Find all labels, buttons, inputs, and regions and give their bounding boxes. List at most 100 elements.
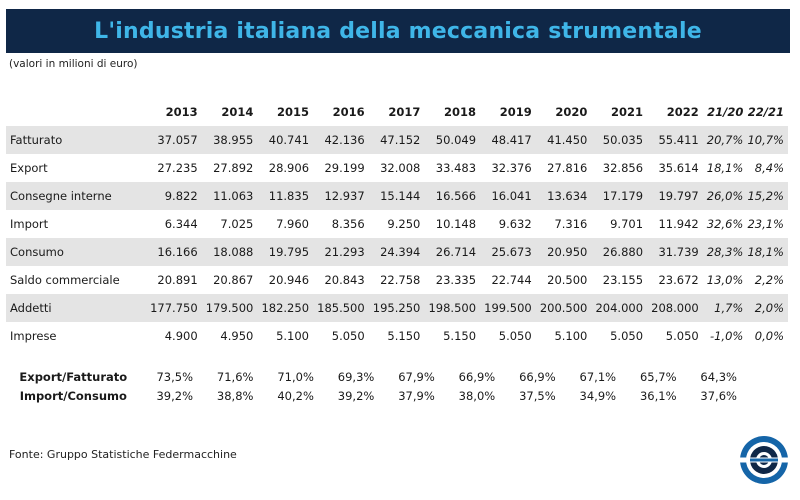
column-header: 2018	[444, 105, 477, 119]
table-cell: 40.741	[261, 126, 318, 154]
empty-cell	[766, 367, 788, 386]
change-cell: 23,1%	[747, 217, 784, 231]
ratio-cell: 67,9%	[398, 369, 435, 384]
table-row: Imprese 4.900 4.950 5.100 5.050 5.150 5.150 5.0…	[6, 322, 788, 350]
table-cell: 20.500	[547, 273, 588, 287]
table-cell: 6.344	[164, 217, 198, 231]
column-header: 2013	[165, 105, 198, 119]
table-cell: 31.739	[651, 238, 707, 266]
table-cell: 9.822	[150, 182, 206, 210]
table-cell: 22.758	[380, 273, 421, 287]
table-cell: 27.892	[213, 161, 254, 175]
federmacchine-logo-icon	[740, 436, 788, 484]
table-row: Fatturato 37.057 38.955 40.741 42.136 47.152 5…	[6, 126, 788, 154]
row-label: Fatturato	[6, 126, 150, 154]
table-cell: 20.867	[213, 273, 254, 287]
table-cell: 42.136	[317, 126, 373, 154]
ratio-cell: 69,3%	[337, 369, 375, 384]
ratio-cell: 40,2%	[277, 388, 314, 403]
row-label: Import	[10, 217, 49, 231]
ratio-cell: 37,5%	[519, 388, 556, 403]
table-cell: 5.050	[665, 329, 699, 343]
ratio-cell: 39,2%	[156, 388, 194, 403]
table-cell: 48.417	[484, 126, 540, 154]
ratio-cell: 36,1%	[639, 388, 677, 403]
change-cell: 28,3%	[706, 238, 748, 266]
table-cell: 23.672	[658, 273, 699, 287]
table-cell: 22.744	[491, 273, 532, 287]
ratio-cell: 37,9%	[398, 388, 435, 403]
table-cell: 185.500	[317, 294, 373, 322]
ratio-cell: 38,8%	[216, 388, 254, 403]
ratio-cell: 66,9%	[458, 369, 496, 384]
change-cell: 26,0%	[706, 182, 748, 210]
table-cell: 7.316	[554, 217, 588, 231]
empty-cell	[745, 367, 766, 386]
column-header: 2022	[666, 105, 699, 119]
column-header: 2015	[277, 105, 310, 119]
change-cell: 2,2%	[754, 273, 784, 287]
table-cell: 16.166	[150, 238, 206, 266]
table-cell: 179.500	[205, 294, 262, 322]
table-cell: 11.942	[658, 217, 699, 231]
column-header: 21/20	[707, 105, 744, 119]
empty-cell	[745, 386, 766, 405]
ratio-cell: 66,9%	[519, 369, 556, 384]
page-title: L'industria italiana della meccanica str…	[6, 9, 790, 53]
ratio-cell: 71,6%	[216, 369, 254, 384]
row-label: Export	[10, 161, 48, 175]
column-header: 22/21	[747, 105, 784, 119]
table-cell: 11.063	[205, 182, 262, 210]
table-cell: 182.250	[261, 294, 318, 322]
table-cell: 11.835	[261, 182, 318, 210]
table-cell: 20.950	[539, 238, 596, 266]
table-cell: 12.937	[317, 182, 373, 210]
table-cell: 5.150	[443, 329, 477, 343]
table-cell: 199.500	[484, 294, 540, 322]
table-cell: 19.795	[261, 238, 318, 266]
ratio-row: Import/Consumo 39,2% 38,8% 40,2% 39,2% 37,9% 3…	[6, 386, 788, 405]
change-cell: 32,6%	[706, 217, 744, 231]
table-cell: 32.008	[380, 161, 421, 175]
column-header: 2020	[555, 105, 588, 119]
table-cell: 200.500	[539, 294, 596, 322]
ratio-cell: 37,6%	[700, 388, 737, 403]
empty-cell	[766, 386, 788, 405]
table-row: Export 27.235 27.892 28.906 29.199 32.008 33.4…	[6, 154, 788, 182]
table-cell: 17.179	[595, 182, 652, 210]
column-header: 2016	[332, 105, 365, 119]
table-cell: 27.235	[157, 161, 198, 175]
table-cell: 27.816	[547, 161, 588, 175]
ratio-cell: 39,2%	[337, 388, 375, 403]
ratio-cell: 34,9%	[579, 388, 617, 403]
table-cell: 28.906	[268, 161, 310, 175]
table-cell: 29.199	[324, 161, 365, 175]
change-cell: 20,7%	[706, 126, 748, 154]
table-row: Consumo 16.166 18.088 19.795 21.293 24.394 26.…	[6, 238, 788, 266]
table-cell: 21.293	[317, 238, 373, 266]
row-label: Saldo commerciale	[10, 273, 120, 287]
table-cell: 20.843	[324, 273, 365, 287]
change-cell: 13,0%	[706, 273, 744, 287]
table-cell: 20.891	[157, 273, 198, 287]
table-cell: 23.155	[602, 273, 644, 287]
column-header: 2021	[611, 105, 644, 119]
table-cell: 50.035	[595, 126, 652, 154]
change-cell: 8,4%	[754, 161, 784, 175]
header-corner	[6, 98, 150, 126]
table-cell: 18.088	[205, 238, 262, 266]
change-cell: 10,7%	[747, 126, 788, 154]
table-cell: 5.050	[331, 329, 365, 343]
table-row: Consegne interne 9.822 11.063 11.835 12.937 1…	[6, 182, 788, 210]
statistics-table: 2013 2014 2015 2016 2017 2018 2019 2020 …	[6, 98, 788, 350]
table-cell: 8.356	[331, 217, 365, 231]
column-header: 2019	[499, 105, 532, 119]
table-cell: 198.500	[428, 294, 485, 322]
table-row: Import 6.344 7.025 7.960 8.356 9.250 10.148 9.6…	[6, 210, 788, 238]
source-note: Fonte: Gruppo Statistiche Federmacchine	[9, 448, 237, 461]
table-cell: 55.411	[651, 126, 707, 154]
ratio-cell: 64,3%	[700, 369, 737, 384]
table-cell: 16.566	[428, 182, 485, 210]
table-cell: 9.632	[498, 217, 532, 231]
change-cell: -1,0%	[709, 329, 744, 343]
